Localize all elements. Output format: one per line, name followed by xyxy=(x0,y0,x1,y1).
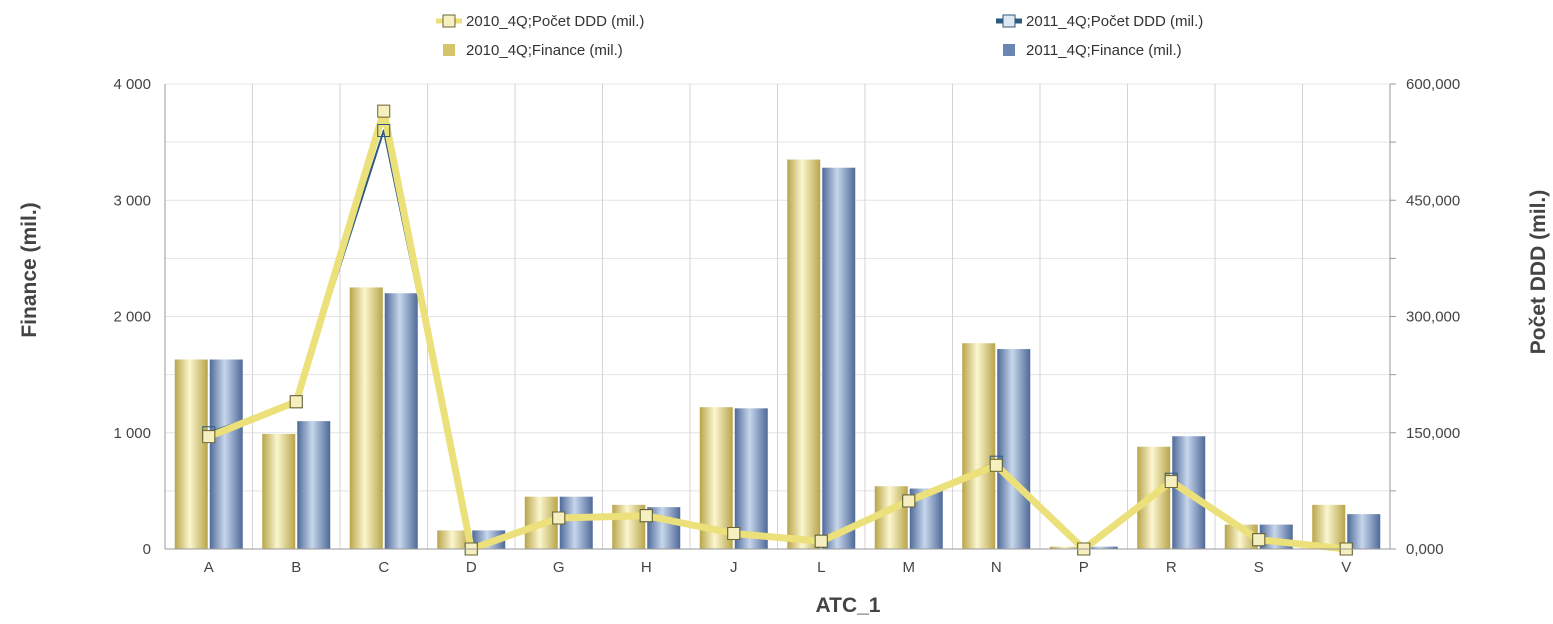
legend-item-2011-finance: 2011_4Q;Finance (mil.) xyxy=(1003,42,1182,59)
lines xyxy=(202,104,1353,556)
x-tick-label: S xyxy=(1254,559,1264,576)
marker-ddd-2010-S xyxy=(1252,533,1266,547)
left-tick-label: 3 000 xyxy=(113,192,151,209)
legend-swatch-2010-finance xyxy=(443,44,455,56)
x-tick-label: C xyxy=(378,559,389,576)
right-tick-label: 0,000 xyxy=(1406,541,1444,558)
left-axis-title: Finance (mil.) xyxy=(18,202,41,337)
x-tick-label: R xyxy=(1166,559,1177,576)
marker-ddd-2010-H xyxy=(639,509,653,523)
right-axis-title: Počet DDD (mil.) xyxy=(1527,190,1550,355)
left-tick-label: 2 000 xyxy=(113,309,151,326)
bar-2011-J xyxy=(734,408,768,549)
bar-2010-C xyxy=(349,287,383,549)
left-tick-label: 0 xyxy=(143,541,151,558)
legend-label-2011-finance: 2011_4Q;Finance (mil.) xyxy=(1026,42,1182,59)
legend-item-2011-ddd: 2011_4Q;Počet DDD (mil.) xyxy=(996,13,1203,30)
grid xyxy=(165,83,1390,549)
bars xyxy=(174,159,1381,549)
tick-labels: 0 1 000 2 000 3 000 4 000 0,000 150,000 300,000… xyxy=(113,76,1460,576)
line-ddd-2010 xyxy=(207,107,1347,553)
right-tick-label: 300,000 xyxy=(1406,309,1460,326)
right-tick-label: 600,000 xyxy=(1406,76,1460,93)
x-tick-label: V xyxy=(1341,559,1351,576)
legend-swatch-2011-finance xyxy=(1003,44,1015,56)
legend-label-2011-ddd: 2011_4Q;Počet DDD (mil.) xyxy=(1026,13,1203,30)
legend: 2010_4Q;Počet DDD (mil.) 2011_4Q;Počet D… xyxy=(436,13,1203,59)
legend-item-2010-finance: 2010_4Q;Finance (mil.) xyxy=(443,42,623,59)
legend-marker-2011-ddd xyxy=(1002,14,1016,28)
bar-2010-V xyxy=(1312,504,1346,549)
x-tick-label: A xyxy=(204,559,214,576)
marker-ddd-2010-A xyxy=(202,430,216,444)
bar-2011-N xyxy=(997,349,1031,549)
x-tick-label: J xyxy=(730,559,738,576)
bar-2011-B xyxy=(297,421,331,549)
x-tick-label: H xyxy=(641,559,652,576)
legend-marker-2010-ddd xyxy=(442,14,456,28)
x-tick-label: P xyxy=(1079,559,1089,576)
legend-label-2010-ddd: 2010_4Q;Počet DDD (mil.) xyxy=(466,13,644,30)
marker-ddd-2010-C xyxy=(377,104,391,118)
x-tick-label: L xyxy=(817,559,825,576)
marker-ddd-2010-J xyxy=(727,527,741,540)
x-tick-label: D xyxy=(466,559,477,576)
right-tick-label: 450,000 xyxy=(1406,192,1460,209)
bar-2010-P xyxy=(1049,546,1083,549)
x-tick-label: N xyxy=(991,559,1002,576)
bar-2010-D xyxy=(437,530,471,549)
marker-ddd-2010-L xyxy=(814,534,828,548)
legend-label-2010-finance: 2010_4Q;Finance (mil.) xyxy=(466,42,623,59)
right-tick-label: 150,000 xyxy=(1406,425,1460,442)
marker-ddd-2010-B xyxy=(289,395,303,409)
x-tick-label: G xyxy=(553,559,565,576)
bar-2010-B xyxy=(262,433,296,549)
legend-item-2010-ddd: 2010_4Q;Počet DDD (mil.) xyxy=(436,13,644,30)
left-tick-label: 1 000 xyxy=(113,425,151,442)
x-axis-title: ATC_1 xyxy=(816,594,881,617)
bar-2010-L xyxy=(787,159,821,549)
marker-ddd-2010-R xyxy=(1164,475,1178,489)
bar-2011-C xyxy=(384,293,418,549)
bar-2011-L xyxy=(822,167,856,549)
bar-2011-A xyxy=(209,359,243,549)
bar-2010-A xyxy=(174,359,208,549)
marker-ddd-2010-G xyxy=(552,511,566,525)
x-tick-label: B xyxy=(291,559,301,576)
left-tick-label: 4 000 xyxy=(113,76,151,93)
x-tick-label: M xyxy=(903,559,916,576)
marker-ddd-2010-M xyxy=(902,494,916,508)
marker-ddd-2010-N xyxy=(989,458,1003,472)
bar-2010-N xyxy=(962,343,996,549)
bar-2011-P xyxy=(1084,546,1118,549)
marker-ddd-2011-C xyxy=(377,124,391,137)
